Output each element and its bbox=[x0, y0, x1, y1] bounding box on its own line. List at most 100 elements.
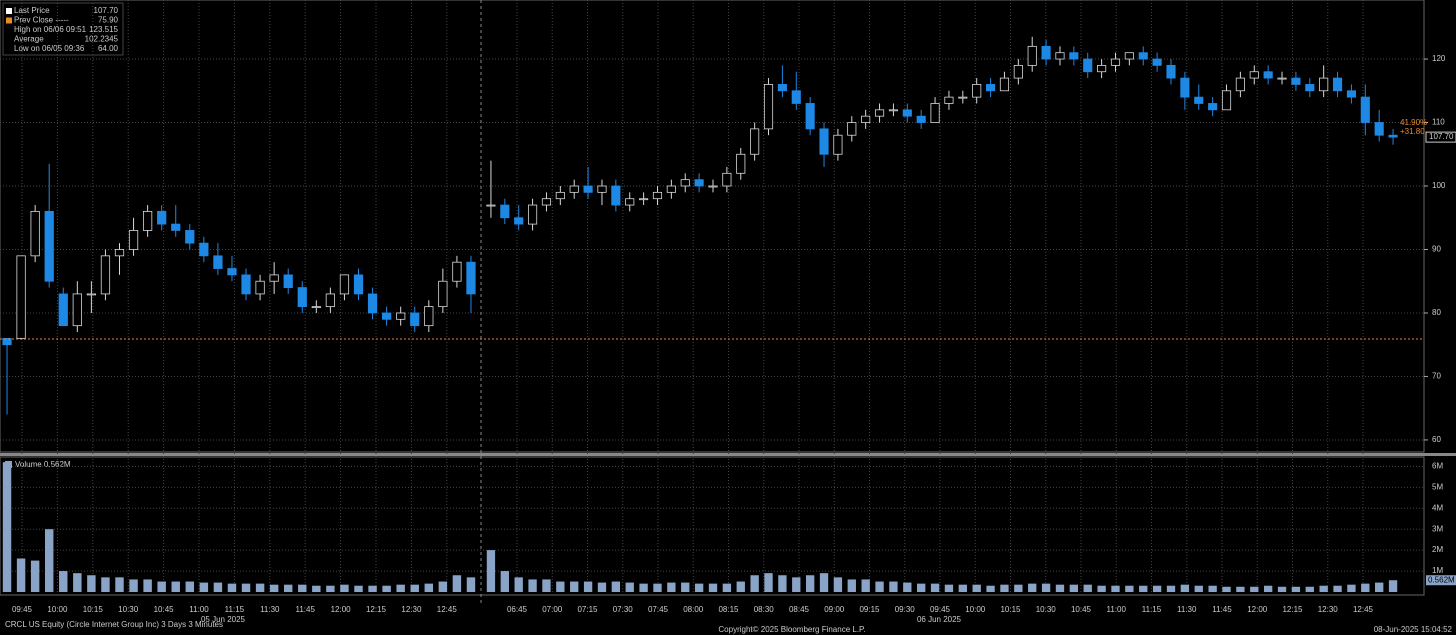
date-label: 06 Jun 2025 bbox=[917, 615, 962, 624]
last-price-tag bbox=[1425, 131, 1456, 143]
x-tick-label: 10:30 bbox=[1036, 605, 1057, 614]
volume-bar bbox=[1347, 584, 1356, 592]
candle-body bbox=[1097, 64, 1107, 73]
candle-body bbox=[367, 293, 378, 314]
volume-bar bbox=[283, 584, 293, 592]
legend-box bbox=[2, 2, 124, 56]
volume-bar bbox=[1097, 585, 1106, 592]
volume-bar bbox=[354, 585, 363, 592]
x-tick-label: 09:15 bbox=[859, 605, 880, 614]
footer-right: 08-Jun-2025 15:04:52 bbox=[1374, 625, 1453, 634]
candle-body bbox=[1277, 77, 1287, 80]
volume-bar bbox=[1139, 585, 1148, 592]
x-tick-label: 08:00 bbox=[683, 605, 704, 614]
candle-body bbox=[486, 204, 496, 207]
candle-body bbox=[583, 185, 593, 193]
volume-bar bbox=[1014, 584, 1023, 592]
volume-legend: Volume 0.562M bbox=[15, 460, 71, 469]
volume-bar bbox=[30, 560, 40, 592]
volume-bar bbox=[115, 577, 124, 592]
volume-bar bbox=[819, 573, 829, 592]
candle-body bbox=[1305, 84, 1315, 92]
candle-body bbox=[86, 293, 96, 296]
volume-bar bbox=[255, 583, 265, 592]
candle-body bbox=[410, 312, 420, 327]
legend-value: 123.515 bbox=[89, 25, 118, 34]
x-tick-label: 10:15 bbox=[1000, 605, 1021, 614]
candle-body bbox=[171, 223, 181, 231]
volume-bar bbox=[452, 575, 462, 592]
x-tick-label: 12:30 bbox=[1318, 605, 1339, 614]
candle-body bbox=[958, 96, 968, 99]
volume-bar bbox=[1194, 585, 1203, 592]
volume-bar bbox=[16, 558, 26, 592]
candle-body bbox=[1055, 52, 1065, 60]
volume-bar bbox=[73, 573, 82, 592]
volume-bar bbox=[833, 577, 843, 592]
volume-bar bbox=[903, 582, 912, 592]
volume-bar bbox=[298, 584, 307, 592]
candle-body bbox=[128, 230, 139, 250]
candle-body bbox=[16, 255, 26, 339]
x-tick-label: 11:30 bbox=[260, 605, 280, 614]
x-tick-label: 11:45 bbox=[1212, 605, 1232, 614]
volume-bar bbox=[410, 584, 419, 592]
y-tick-label: 60 bbox=[1432, 435, 1441, 444]
candle-body bbox=[72, 293, 82, 327]
candle-body bbox=[1332, 77, 1343, 92]
volume-bar bbox=[312, 585, 321, 592]
candle-body bbox=[1388, 134, 1398, 138]
candle-body bbox=[986, 84, 996, 92]
legend-value: 107.70 bbox=[94, 6, 119, 15]
candle-body bbox=[142, 210, 153, 231]
volume-bar bbox=[653, 583, 662, 592]
x-tick-label: 07:30 bbox=[613, 605, 634, 614]
volume-bar bbox=[805, 575, 815, 592]
candle-body bbox=[353, 274, 364, 295]
legend-value: 102.2345 bbox=[85, 35, 119, 44]
candle-body bbox=[157, 210, 167, 225]
volume-bar bbox=[667, 582, 676, 592]
volume-bar bbox=[1388, 580, 1398, 592]
candle-body bbox=[227, 268, 237, 276]
candle-body bbox=[722, 172, 732, 187]
candle-body bbox=[819, 128, 829, 155]
x-tick-label: 09:45 bbox=[930, 605, 951, 614]
x-tick-label: 12:00 bbox=[1247, 605, 1268, 614]
candle-body bbox=[514, 217, 524, 225]
candle-body bbox=[736, 153, 746, 174]
candle-body bbox=[680, 179, 690, 187]
x-tick-label: 06:45 bbox=[507, 605, 528, 614]
volume-bar bbox=[241, 583, 251, 592]
x-tick-label: 09:45 bbox=[12, 605, 33, 614]
volume-bar bbox=[213, 582, 223, 592]
candle-body bbox=[750, 128, 760, 155]
candle-body bbox=[1152, 58, 1162, 66]
legend-label: High on 06/06 09:51 bbox=[14, 25, 87, 34]
candle-body bbox=[611, 185, 621, 206]
candle-body bbox=[1319, 77, 1329, 92]
volume-bar bbox=[500, 571, 509, 592]
volume-bar bbox=[1319, 585, 1328, 592]
volume-bar bbox=[861, 579, 870, 592]
x-tick-label: 10:45 bbox=[154, 605, 175, 614]
volume-bar bbox=[1041, 583, 1051, 592]
candle-body bbox=[555, 191, 565, 200]
candle-body bbox=[30, 210, 40, 257]
volume-tick-label: 4M bbox=[1432, 503, 1443, 512]
candle-body bbox=[1041, 45, 1051, 60]
volume-bar bbox=[722, 583, 732, 592]
candle-body bbox=[297, 287, 307, 308]
volume-bar bbox=[1250, 586, 1259, 592]
volume-bar bbox=[1375, 582, 1384, 592]
volume-bar bbox=[1361, 583, 1370, 592]
candle-body bbox=[930, 103, 940, 123]
volume-bar bbox=[889, 581, 898, 592]
x-tick-label: 12:15 bbox=[1282, 605, 1303, 614]
volume-bar bbox=[875, 581, 884, 592]
candle-body bbox=[452, 261, 462, 282]
volume-bar bbox=[583, 581, 593, 592]
volume-bar bbox=[326, 585, 335, 592]
candle-body bbox=[199, 242, 209, 257]
